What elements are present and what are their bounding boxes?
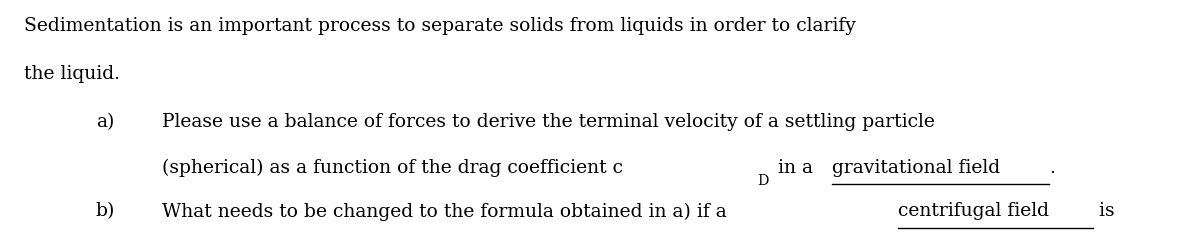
Text: b): b): [96, 202, 115, 221]
Text: gravitational field: gravitational field: [833, 159, 1001, 177]
Text: a): a): [96, 113, 114, 131]
Text: Sedimentation is an important process to separate solids from liquids in order t: Sedimentation is an important process to…: [24, 17, 856, 35]
Text: is: is: [1093, 202, 1115, 221]
Text: D: D: [757, 174, 768, 187]
Text: Please use a balance of forces to derive the terminal velocity of a settling par: Please use a balance of forces to derive…: [162, 113, 935, 131]
Text: (spherical) as a function of the drag coefficient c: (spherical) as a function of the drag co…: [162, 159, 623, 177]
Text: in a: in a: [772, 159, 818, 177]
Text: What needs to be changed to the formula obtained in a) if a: What needs to be changed to the formula …: [162, 202, 733, 221]
Text: centrifugal field: centrifugal field: [899, 202, 1050, 221]
Text: the liquid.: the liquid.: [24, 65, 120, 83]
Text: .: .: [1049, 159, 1055, 177]
